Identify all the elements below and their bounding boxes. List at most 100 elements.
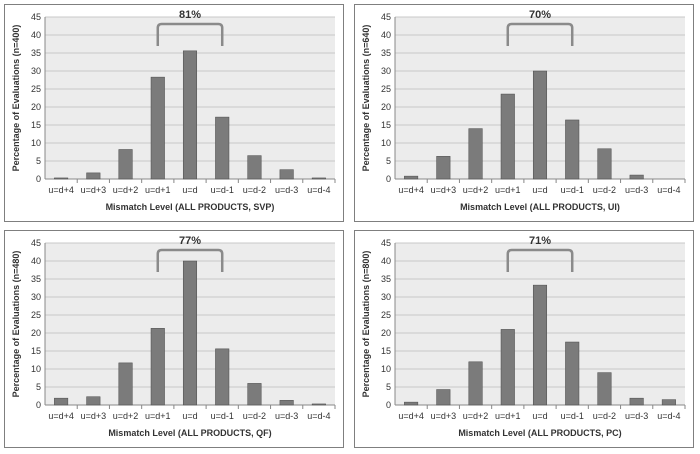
x-axis-title: Mismatch Level (ALL PRODUCTS, QF)	[108, 428, 271, 438]
bar	[118, 149, 133, 180]
bar	[597, 372, 612, 406]
y-tick-label: 5	[386, 156, 391, 166]
y-tick-label: 20	[381, 102, 391, 112]
bar	[150, 76, 165, 180]
x-tick-label: u=d+1	[495, 411, 521, 421]
y-tick-label: 15	[31, 120, 41, 130]
y-tick-label: 25	[381, 310, 391, 320]
bar	[661, 399, 676, 406]
y-tick-label: 40	[31, 30, 41, 40]
bar	[311, 403, 326, 406]
x-tick-label: u=d-1	[211, 185, 234, 195]
x-tick-label: u=d-1	[561, 185, 584, 195]
bar	[565, 341, 580, 406]
y-tick-label: 5	[386, 382, 391, 392]
y-tick-label: 5	[36, 156, 41, 166]
bar	[532, 70, 548, 180]
x-tick-label: u=d-4	[307, 185, 330, 195]
x-tick-label: u=d-2	[243, 185, 266, 195]
y-tick-label: 0	[36, 174, 41, 184]
x-tick-label: u=d	[182, 185, 197, 195]
x-tick-label: u=d	[182, 411, 197, 421]
bar	[565, 119, 580, 180]
x-tick-label: u=d-1	[561, 411, 584, 421]
x-tick-label: u=d+4	[398, 411, 424, 421]
y-tick-label: 40	[381, 30, 391, 40]
x-tick-label: u=d-3	[625, 411, 648, 421]
y-tick-label: 15	[381, 120, 391, 130]
x-tick-label: u=d+1	[495, 185, 521, 195]
percentage-annotation: 77%	[179, 235, 201, 247]
bracket-annotation	[506, 248, 574, 272]
bar	[500, 93, 515, 180]
x-tick-label: u=d-2	[593, 411, 616, 421]
x-axis-title: Mismatch Level (ALL PRODUCTS, UI)	[460, 202, 620, 212]
y-tick-label: 0	[386, 400, 391, 410]
chart-panel-qf: 0 5 10 15 20 25 30 35 40 45 u=d+4 u=d+3 u=d+2 u=d+1 u=…	[4, 230, 344, 448]
bar-chart-ui: 0 5 10 15 20 25 30 35 40 45 u=d+4 u=d+3 u=d+2 u=d+1 u=…	[361, 9, 686, 212]
x-tick-label: u=d+3	[81, 185, 107, 195]
x-tick-label: u=d-1	[211, 411, 234, 421]
bar	[404, 401, 419, 406]
x-axis-title: Mismatch Level (ALL PRODUCTS, PC)	[458, 428, 621, 438]
x-tick-label: u=d+2	[113, 185, 139, 195]
bracket-annotation	[506, 22, 574, 46]
x-tick-label: u=d+4	[48, 411, 74, 421]
chart-panel-pc: 0 5 10 15 20 25 30 35 40 45 u=d+4 u=d+3 u=d+2 u=d+1 u=…	[354, 230, 694, 448]
y-tick-label: 25	[31, 84, 41, 94]
bar	[247, 155, 262, 180]
bar	[150, 328, 165, 406]
x-tick-label: u=d+2	[113, 411, 139, 421]
y-tick-label: 30	[381, 292, 391, 302]
x-tick-label: u=d+3	[431, 411, 457, 421]
bar	[597, 148, 612, 180]
x-tick-label: u=d+4	[48, 185, 74, 195]
bar	[118, 362, 133, 406]
bar	[311, 177, 326, 180]
x-tick-label: u=d+2	[463, 411, 489, 421]
bar	[215, 116, 230, 180]
bar	[629, 174, 644, 180]
y-tick-label: 40	[381, 256, 391, 266]
x-tick-label: u=d-3	[275, 411, 298, 421]
y-tick-label: 25	[31, 310, 41, 320]
y-tick-label: 10	[381, 364, 391, 374]
bar	[247, 383, 262, 406]
bar-chart-pc: 0 5 10 15 20 25 30 35 40 45 u=d+4 u=d+3 u=d+2 u=d+1 u=…	[361, 235, 686, 438]
x-axis-title: Mismatch Level (ALL PRODUCTS, SVP)	[106, 202, 275, 212]
percentage-annotation: 71%	[529, 235, 551, 247]
y-tick-label: 30	[31, 292, 41, 302]
x-tick-label: u=d-2	[243, 411, 266, 421]
bar	[436, 156, 451, 180]
y-tick-label: 0	[36, 400, 41, 410]
bar	[532, 284, 548, 406]
y-tick-label: 30	[31, 66, 41, 76]
bar	[182, 260, 198, 406]
percentage-annotation: 70%	[529, 9, 551, 21]
y-tick-label: 10	[31, 364, 41, 374]
x-tick-label: u=d	[532, 185, 547, 195]
bar	[500, 329, 515, 406]
y-tick-label: 25	[381, 84, 391, 94]
x-tick-label: u=d+1	[145, 185, 171, 195]
x-tick-label: u=d-2	[593, 185, 616, 195]
bar	[54, 397, 69, 406]
x-tick-label: u=d-4	[657, 411, 680, 421]
y-tick-label: 20	[381, 328, 391, 338]
bar	[404, 175, 419, 180]
y-tick-label: 40	[31, 256, 41, 266]
percentage-annotation: 81%	[179, 9, 201, 21]
chart-panel-ui: 0 5 10 15 20 25 30 35 40 45 u=d+4 u=d+3 u=d+2 u=d+1 u=…	[354, 4, 694, 222]
y-tick-label: 20	[31, 328, 41, 338]
y-tick-label: 45	[381, 238, 391, 248]
chart-panel-svp: 0 5 10 15 20 25 30 35 40 45 u=d+4 u=d+3 u=d+2 u=d+1 u=…	[4, 4, 344, 222]
x-tick-label: u=d	[532, 411, 547, 421]
bar	[279, 400, 294, 406]
y-tick-label: 30	[381, 66, 391, 76]
bar	[468, 361, 483, 406]
bar	[436, 389, 451, 406]
x-tick-label: u=d-3	[625, 185, 648, 195]
bar	[54, 177, 69, 180]
y-axis-title: Percentage of Evaluations (n=480)	[11, 251, 21, 398]
bracket-annotation	[156, 22, 224, 46]
